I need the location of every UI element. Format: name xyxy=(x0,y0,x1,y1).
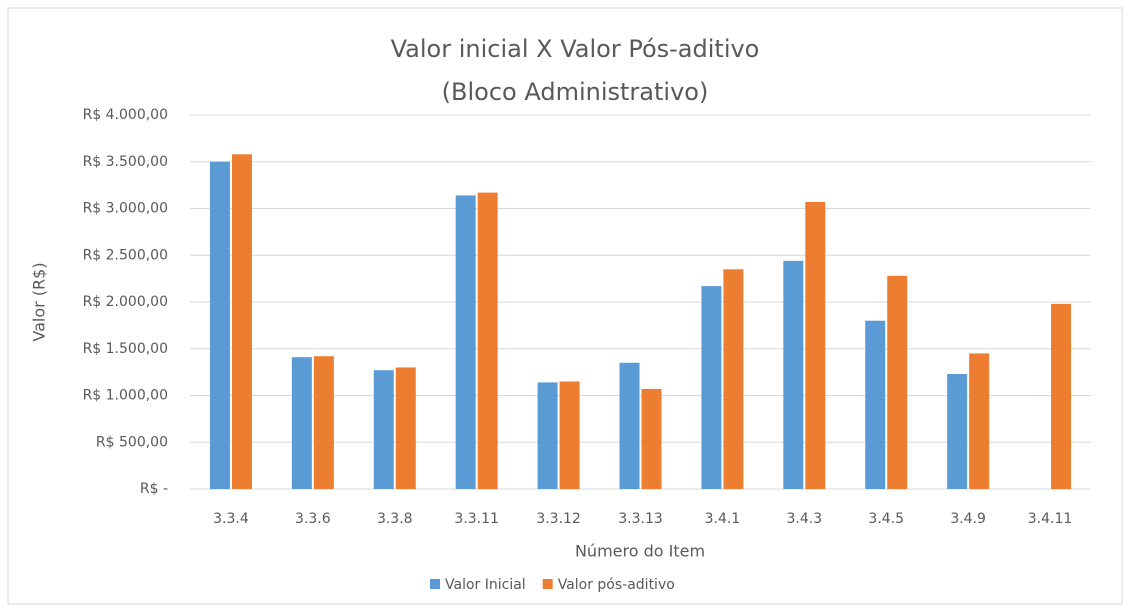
y-tick-label: R$ 3.500,00 xyxy=(83,154,168,170)
bar xyxy=(455,195,476,489)
bar xyxy=(619,362,640,489)
x-axis-label: Número do Item xyxy=(575,542,705,561)
bar xyxy=(291,357,312,489)
bar xyxy=(313,356,334,489)
bar xyxy=(477,192,498,490)
x-tick-label: 3.3.11 xyxy=(454,511,499,527)
x-tick-label: 3.4.3 xyxy=(787,511,823,527)
bar xyxy=(783,260,804,489)
bar xyxy=(805,201,826,489)
chart-border xyxy=(7,7,1123,605)
chart-title: Valor inicial X Valor Pós-aditivo xyxy=(391,35,760,63)
x-tick-label: 3.3.12 xyxy=(536,511,581,527)
legend-label: Valor Inicial xyxy=(445,577,526,593)
y-tick-label: R$ 1.500,00 xyxy=(83,341,168,357)
x-tick-label: 3.3.4 xyxy=(213,511,249,527)
x-tick-label: 3.4.5 xyxy=(868,511,904,527)
bar xyxy=(373,370,394,489)
bar xyxy=(947,373,968,489)
bar xyxy=(969,353,990,489)
legend-swatch xyxy=(542,579,553,589)
legend-swatch xyxy=(430,579,440,589)
y-tick-label: R$ 2.500,00 xyxy=(83,247,168,263)
bar xyxy=(887,275,908,489)
y-tick-label: R$ 1.000,00 xyxy=(83,388,168,404)
bar xyxy=(1051,303,1072,489)
legend-label: Valor pós-aditivo xyxy=(558,577,675,593)
y-tick-label: R$ - xyxy=(140,481,168,497)
bar xyxy=(395,367,416,489)
bar xyxy=(559,381,580,489)
y-tick-label: R$ 500,00 xyxy=(96,434,168,450)
y-tick-label: R$ 3.000,00 xyxy=(83,201,168,217)
y-tick-label: R$ 4.000,00 xyxy=(83,107,168,123)
bar xyxy=(231,154,252,489)
bar xyxy=(537,382,558,489)
bar xyxy=(209,161,230,489)
bar xyxy=(723,269,744,489)
bar xyxy=(701,286,722,489)
x-tick-label: 3.4.11 xyxy=(1028,511,1073,527)
x-tick-label: 3.3.6 xyxy=(295,511,331,527)
x-tick-label: 3.3.8 xyxy=(377,511,413,527)
bar xyxy=(641,388,662,489)
x-tick-label: 3.4.9 xyxy=(950,511,986,527)
chart-subtitle: (Bloco Administrativo) xyxy=(442,78,709,106)
x-tick-label: 3.3.13 xyxy=(618,511,663,527)
y-axis-label: Valor (R$) xyxy=(30,262,49,341)
x-tick-label: 3.4.1 xyxy=(705,511,741,527)
y-tick-label: R$ 2.000,00 xyxy=(83,294,168,310)
bar xyxy=(865,320,886,489)
